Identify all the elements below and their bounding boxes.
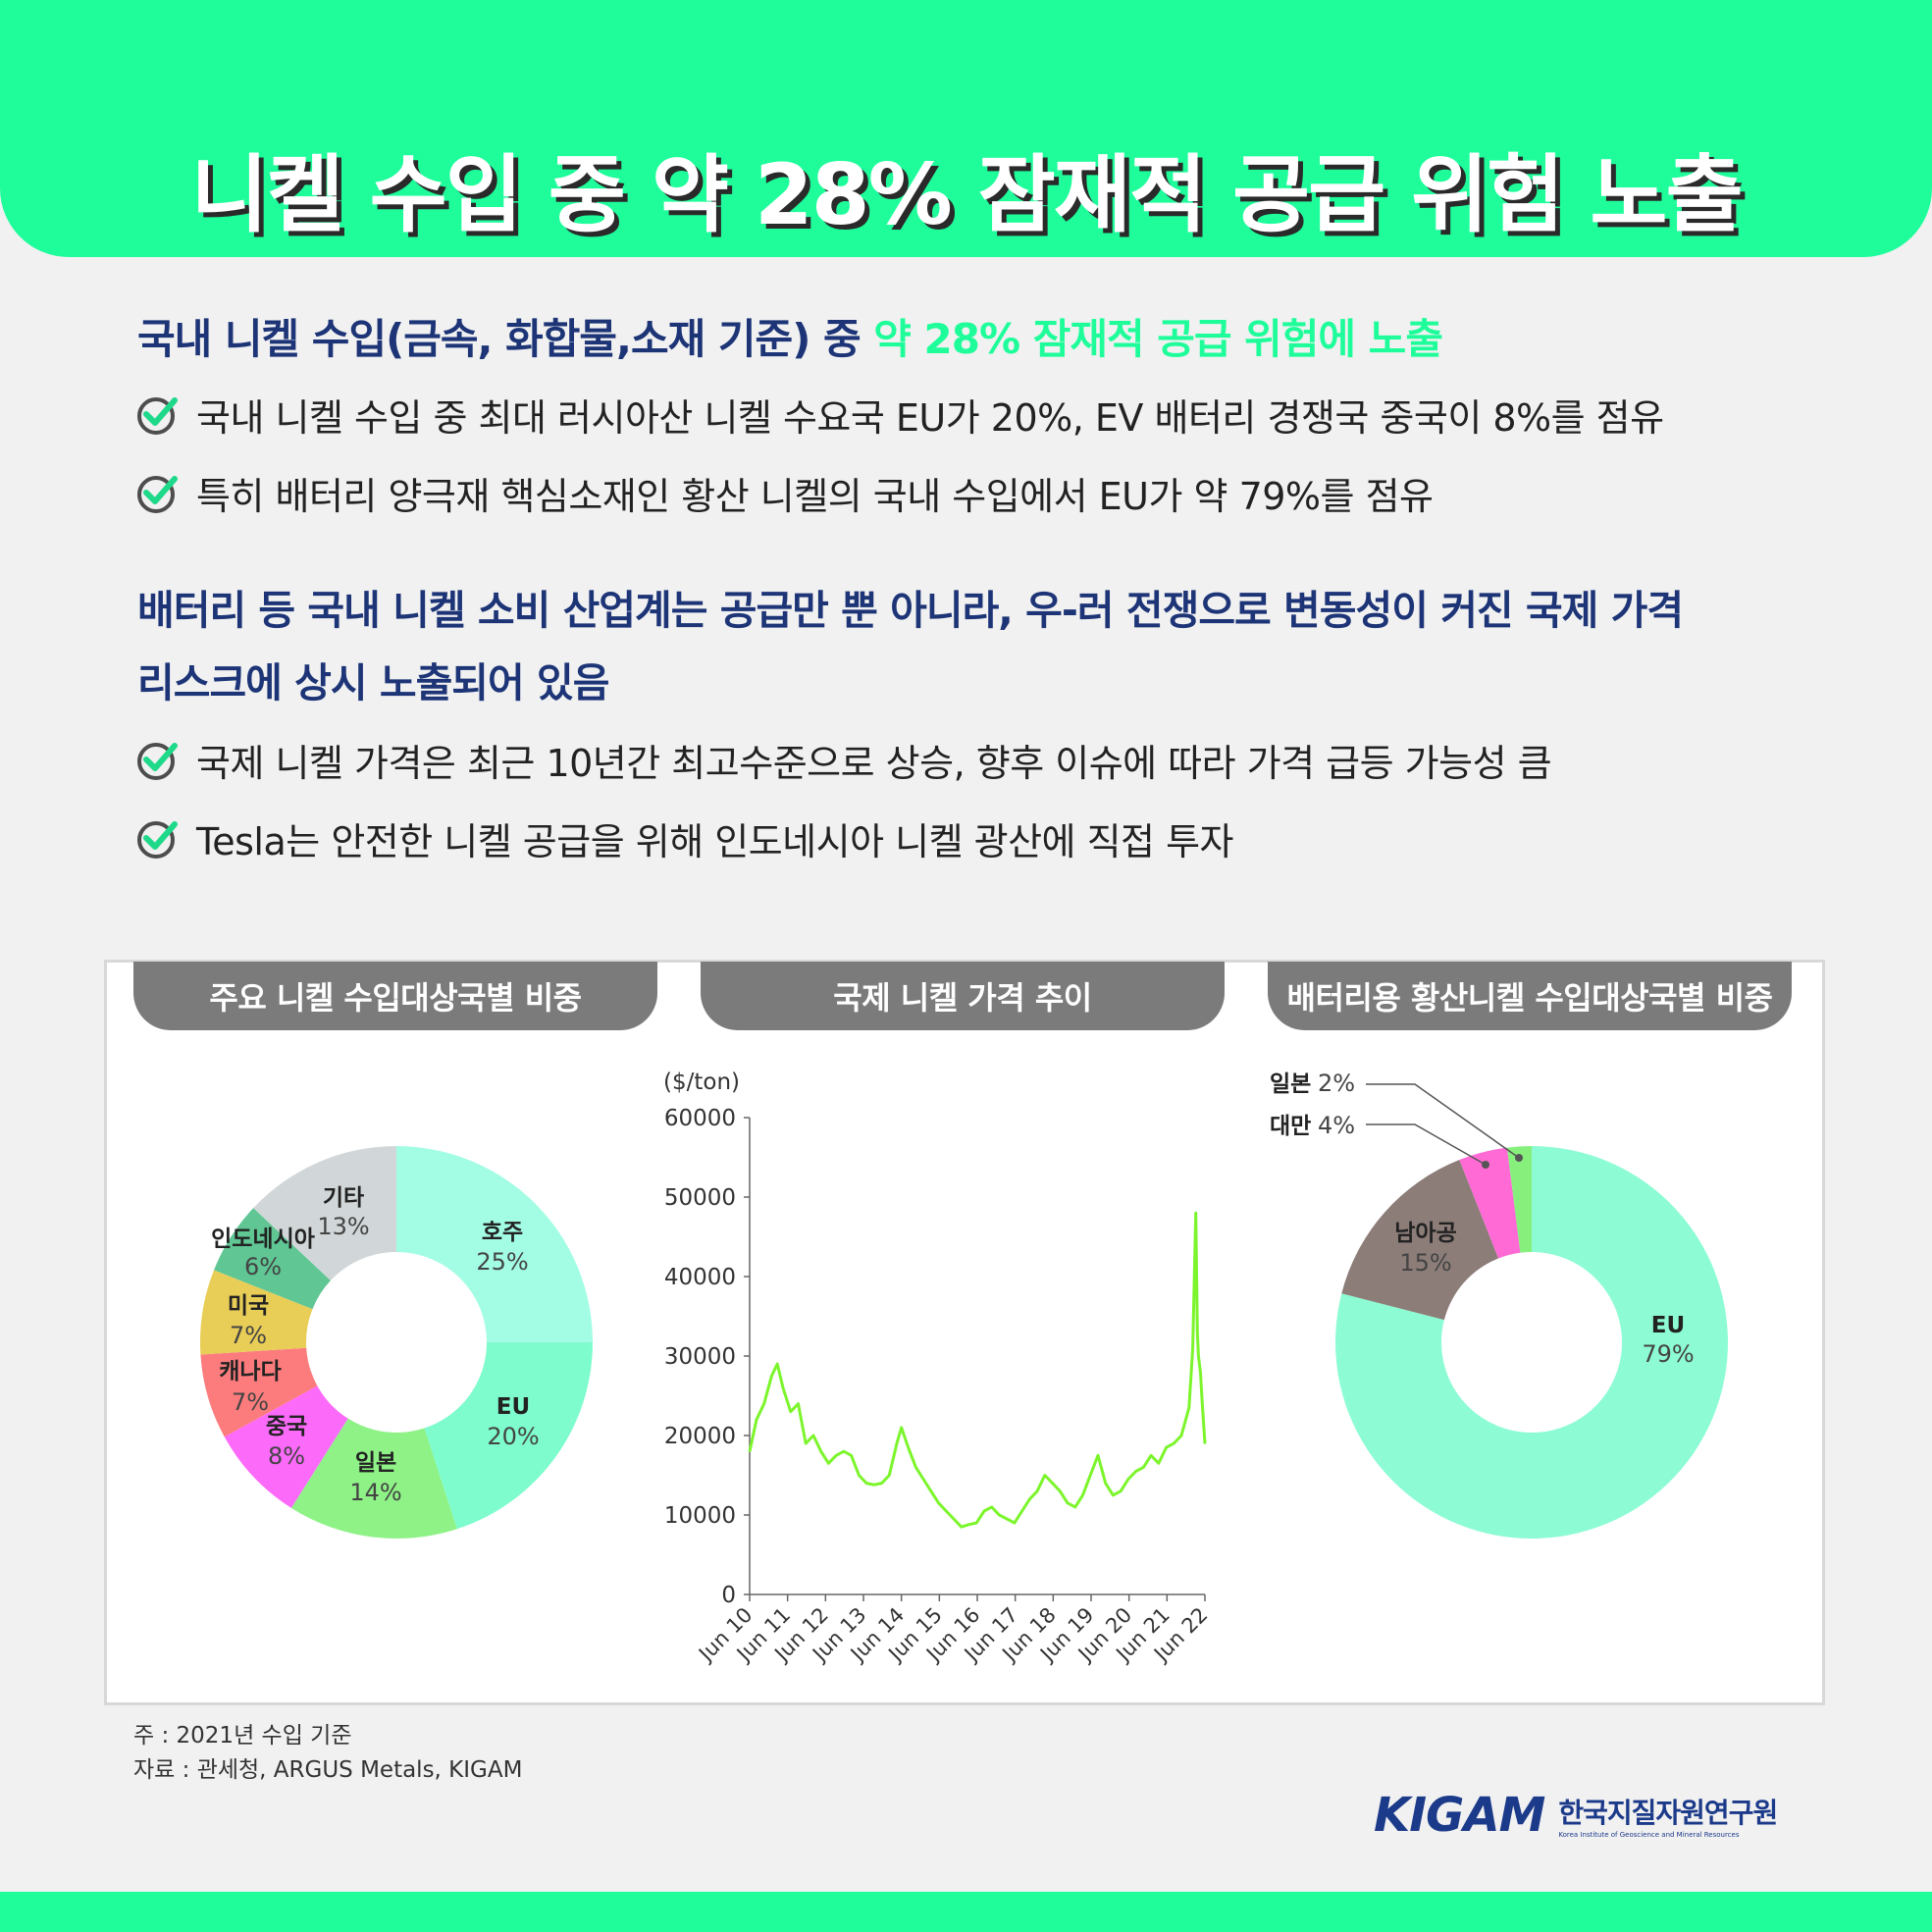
logo-wordmark: KIGAM (1374, 1788, 1545, 1843)
footer-bar (0, 1892, 1932, 1932)
check-circle-icon (137, 821, 178, 859)
charts-panel (104, 960, 1825, 1705)
chart-tab-price-trend: 국제 니켈 가격 추이 (701, 962, 1225, 1030)
chart-tab-import-share: 주요 니켈 수입대상국별 비중 (133, 962, 657, 1030)
bullet-text: 국제 니켈 가격은 최근 10년간 최고수준으로 상승, 향후 이슈에 따라 가… (196, 741, 1552, 785)
logo-korean-name: 한국지질자원연구원 (1558, 1797, 1778, 1829)
kigam-logo: KIGAM 한국지질자원연구원 Korea Institute of Geosc… (1374, 1788, 1778, 1843)
note-source: 자료 : 관세청, ARGUS Metals, KIGAM (133, 1757, 523, 1783)
page-title: 니켈 수입 중 약 28% 잠재적 공급 위험 노출 (190, 146, 1743, 244)
check-circle-icon (137, 397, 178, 435)
check-circle-icon (137, 743, 178, 780)
section1-heading-highlight: 약 28% 잠재적 공급 위험에 노출 (873, 315, 1443, 363)
note-basis: 주 : 2021년 수입 기준 (133, 1723, 352, 1749)
logo-english-name: Korea Institute of Geoscience and Minera… (1558, 1831, 1740, 1839)
check-circle-icon (137, 476, 178, 513)
section1-bullet-2: 특히 배터리 양극재 핵심소재인 황산 니켈의 국내 수입에서 EU가 약 79… (135, 469, 1434, 518)
section2-bullet-1: 국제 니켈 가격은 최근 10년간 최고수준으로 상승, 향후 이슈에 따라 가… (135, 736, 1552, 785)
section1-heading: 국내 니켈 수입(금속, 화합물,소재 기준) 중 약 28% 잠재적 공급 위… (137, 306, 1443, 366)
source-notes: 주 : 2021년 수입 기준 자료 : 관세청, ARGUS Metals, … (133, 1719, 522, 1788)
section1-bullet-1: 국내 니켈 수입 중 최대 러시아산 니켈 수요국 EU가 20%, EV 배터… (135, 391, 1664, 440)
section2-bullet-2: Tesla는 안전한 니켈 공급을 위해 인도네시아 니켈 광산에 직접 투자 (135, 814, 1234, 863)
bullet-text: 국내 니켈 수입 중 최대 러시아산 니켈 수요국 EU가 20%, EV 배터… (196, 395, 1664, 440)
bullet-text: 특히 배터리 양극재 핵심소재인 황산 니켈의 국내 수입에서 EU가 약 79… (196, 474, 1434, 518)
header-banner (0, 0, 1932, 257)
section1-heading-main: 국내 니켈 수입(금속, 화합물,소재 기준) 중 (137, 315, 874, 363)
section2-heading-line2: 리스크에 상시 노출되어 있음 (137, 659, 609, 706)
bullet-text: Tesla는 안전한 니켈 공급을 위해 인도네시아 니켈 광산에 직접 투자 (196, 819, 1234, 863)
section2-heading-line1: 배터리 등 국내 니켈 소비 산업계는 공급만 뿐 아니라, 우-러 전쟁으로 … (137, 587, 1684, 634)
chart-tab-sulfate-share: 배터리용 황산니켈 수입대상국별 비중 (1268, 962, 1792, 1030)
